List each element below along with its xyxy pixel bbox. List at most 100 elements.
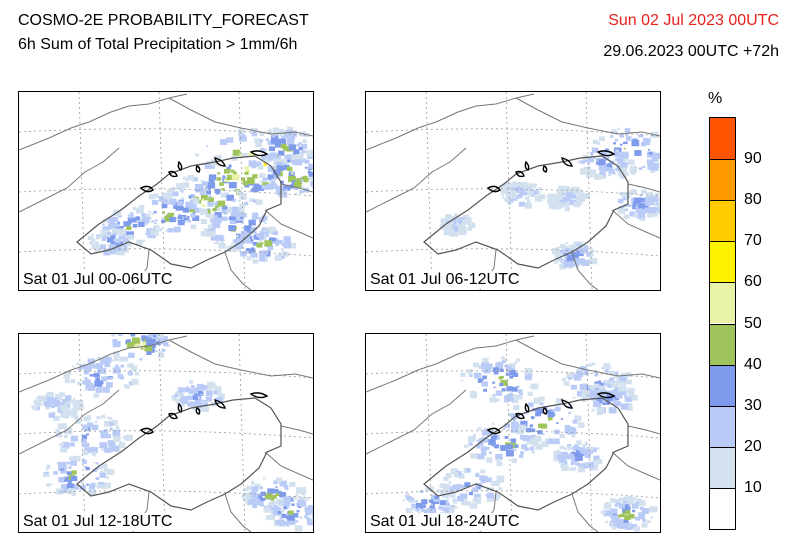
probability-cell (200, 218, 207, 224)
probability-cell (574, 452, 578, 455)
probability-cell (185, 386, 190, 390)
probability-cell (101, 448, 104, 451)
probability-cell (554, 253, 561, 259)
probability-cell (283, 506, 287, 510)
probability-cell (629, 165, 637, 172)
probability-cell (231, 242, 234, 245)
probability-cell (411, 503, 417, 509)
probability-cell (642, 165, 646, 169)
probability-cell (635, 205, 641, 210)
probability-cell (207, 182, 216, 189)
probability-cell (171, 187, 175, 190)
probability-cell (143, 338, 146, 341)
probability-cell (481, 437, 489, 443)
probability-cell (216, 242, 220, 244)
probability-cell (95, 377, 100, 382)
probability-cell (631, 171, 636, 175)
probability-cell (577, 160, 581, 163)
probability-cell (70, 435, 78, 442)
probability-cell (566, 453, 574, 460)
probability-cell (252, 187, 259, 193)
probability-cell (470, 453, 478, 459)
probability-cell (603, 174, 606, 177)
probability-cell (84, 447, 91, 453)
probability-cell (510, 413, 518, 419)
probability-cell (409, 497, 414, 501)
probability-cell (462, 219, 470, 225)
probability-cell (503, 182, 510, 188)
probability-cell (575, 462, 580, 466)
colorbar-swatch (710, 241, 735, 283)
probability-cell (97, 385, 102, 389)
probability-cell (583, 452, 590, 457)
probability-cell (108, 417, 113, 420)
probability-cell (258, 165, 264, 170)
lakes (139, 150, 269, 193)
probability-cell (501, 186, 509, 192)
probability-cell (124, 235, 128, 238)
probability-cell (590, 387, 597, 393)
probability-cell (441, 218, 448, 224)
country-border (76, 155, 282, 269)
probability-cell (232, 199, 236, 203)
probability-cell (190, 224, 197, 230)
probability-cell (279, 480, 287, 487)
probability-cell (190, 385, 195, 389)
probability-field (402, 356, 658, 532)
probability-cell (268, 146, 275, 152)
probability-cell (625, 402, 633, 409)
colorbar-swatch (710, 405, 735, 447)
probability-cell (107, 217, 115, 224)
probability-cell (307, 519, 313, 526)
panel-label: Sat 01 Jul 18-24UTC (368, 513, 522, 531)
probability-cell (606, 151, 609, 154)
probability-cell (115, 245, 121, 250)
probability-cell (277, 511, 282, 514)
border-line (515, 339, 660, 379)
probability-cell (632, 204, 639, 210)
probability-cell (269, 128, 272, 131)
probability-cell (617, 208, 626, 214)
probability-cell (517, 429, 523, 434)
probability-cell (214, 212, 222, 218)
probability-cell (45, 471, 49, 475)
probability-cell (182, 176, 187, 180)
probability-cell (34, 406, 38, 410)
probability-cell (458, 226, 467, 233)
probability-cell (578, 447, 585, 452)
probability-cell (624, 395, 627, 398)
probability-cell (283, 485, 289, 489)
probability-cell (562, 378, 566, 381)
probability-cell (510, 438, 516, 443)
probability-cell (569, 202, 573, 205)
probability-cell (244, 183, 250, 188)
probability-cell (133, 343, 140, 349)
probability-cell (218, 391, 221, 393)
probability-cell (112, 222, 121, 229)
probability-cell (259, 231, 265, 236)
probability-cell (596, 407, 599, 410)
probability-cell (195, 153, 199, 157)
probability-cell (190, 213, 196, 218)
probability-cell (618, 376, 624, 381)
probability-cell (510, 428, 517, 433)
probability-cell (285, 497, 289, 501)
probability-cell (556, 422, 559, 424)
probability-cell (241, 153, 248, 158)
probability-cell (94, 421, 97, 423)
probability-cell (190, 193, 196, 198)
probability-cell (136, 219, 141, 224)
probability-cell (581, 168, 588, 174)
probability-cell (31, 405, 35, 408)
probability-cell (220, 192, 227, 198)
probability-cell (53, 411, 56, 414)
probability-cell (489, 397, 497, 403)
probability-cell (135, 216, 141, 221)
probability-cell (560, 199, 564, 202)
probability-cell (565, 186, 570, 190)
probability-cell (420, 508, 425, 512)
probability-cell (517, 194, 523, 199)
probability-cell (123, 384, 128, 388)
probability-cell (536, 408, 544, 414)
probability-cell (495, 363, 503, 370)
